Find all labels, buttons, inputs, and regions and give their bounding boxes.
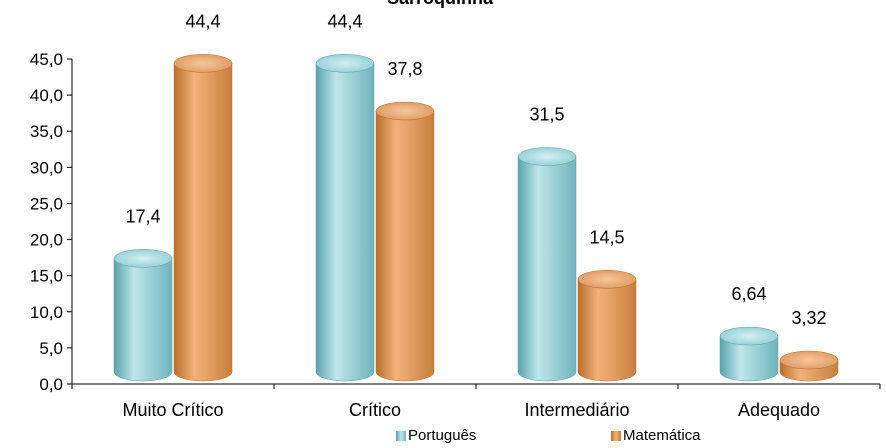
legend: Português Matemática (0, 426, 886, 448)
bar (779, 350, 839, 382)
x-category-label: Adequado (738, 400, 820, 420)
bar (719, 326, 779, 382)
legend-item-portugues: Português (396, 427, 476, 444)
bar (577, 270, 637, 382)
data-label: 37,8 (387, 59, 422, 79)
bar-body (315, 63, 375, 382)
bar-body (577, 279, 637, 382)
bar (375, 101, 435, 382)
legend-swatch-portugues (396, 430, 406, 441)
y-tick-label: 30,0 (30, 158, 63, 177)
y-tick-label: 45,0 (30, 50, 63, 69)
data-label: 44,4 (185, 11, 220, 31)
bar-body (719, 335, 779, 382)
bar (173, 54, 233, 382)
y-tick-label: 25,0 (30, 194, 63, 213)
legend-item-matematica: Matemática (611, 427, 701, 444)
x-category-label: Crítico (349, 400, 401, 420)
bar-cap (113, 249, 173, 268)
y-tick-label: 15,0 (30, 267, 63, 286)
bar-body (173, 63, 233, 382)
bar-body (375, 110, 435, 382)
data-label: 44,4 (327, 11, 362, 31)
bar-body (113, 258, 173, 382)
bar (517, 147, 577, 382)
legend-label-matematica: Matemática (623, 427, 701, 444)
legend-swatch-matematica (611, 430, 621, 441)
bar-cap (719, 326, 779, 346)
y-tick-label: 0,0 (39, 375, 63, 394)
data-label: 17,4 (125, 206, 160, 226)
y-tick-label: 20,0 (30, 231, 63, 250)
y-tick-label: 40,0 (30, 86, 63, 105)
y-axis: 0,0 5,0 10,0 15,0 20,0 25,0 30,0 35,0 40,0 45,0 (30, 50, 73, 394)
x-category-label: Intermediário (524, 400, 629, 420)
chart-title: Sarroquinha (387, 0, 494, 8)
bar-body (517, 156, 577, 382)
data-labels: 17,4 44,4 31,5 6,64 44,4 37,8 14,5 3,32 (125, 11, 826, 328)
data-label: 14,5 (589, 227, 624, 247)
bar (113, 249, 173, 382)
data-label: 31,5 (529, 105, 564, 125)
bar-cap (315, 54, 375, 73)
bar-cap (517, 147, 577, 166)
bars (113, 54, 839, 382)
y-tick-label: 10,0 (30, 303, 63, 322)
bar-cap (173, 54, 233, 73)
bar (315, 54, 375, 382)
legend-label-portugues: Português (408, 427, 477, 444)
data-label: 6,64 (731, 284, 766, 304)
data-label: 3,32 (791, 308, 826, 328)
bar-cap (577, 270, 637, 289)
x-category-label: Muito Crítico (122, 400, 223, 420)
bar-cap (779, 350, 839, 370)
y-tick-label: 35,0 (30, 122, 63, 141)
x-axis: Muito Crítico Crítico Intermediário Adequad… (71, 383, 881, 420)
y-tick-label: 5,0 (39, 339, 63, 358)
bar-cap (375, 101, 435, 121)
